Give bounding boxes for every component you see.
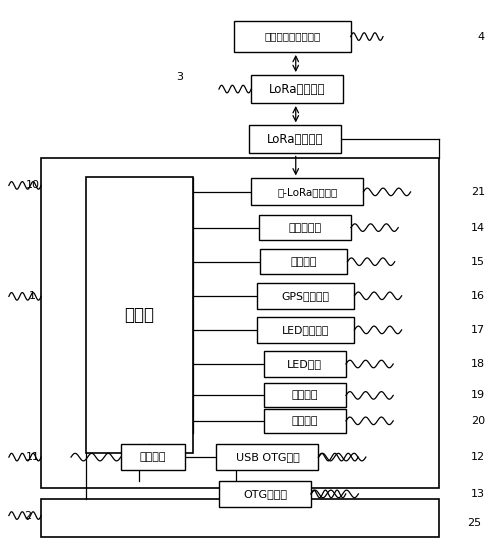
Bar bbox=[260, 249, 347, 274]
Bar bbox=[264, 409, 345, 432]
Text: LED驱动电路: LED驱动电路 bbox=[282, 325, 330, 335]
Text: 13: 13 bbox=[470, 489, 484, 499]
Text: 3: 3 bbox=[176, 72, 183, 82]
Text: 15: 15 bbox=[470, 257, 484, 267]
Text: 11: 11 bbox=[26, 452, 40, 462]
Text: 20: 20 bbox=[470, 416, 485, 426]
Bar bbox=[251, 178, 363, 206]
Bar bbox=[120, 444, 186, 470]
Text: 25: 25 bbox=[466, 517, 481, 528]
Bar bbox=[251, 75, 343, 103]
Text: 10: 10 bbox=[26, 181, 40, 190]
Text: 14: 14 bbox=[470, 222, 485, 233]
Bar bbox=[41, 158, 439, 489]
Text: 17: 17 bbox=[470, 325, 485, 335]
Text: OTG充电线: OTG充电线 bbox=[243, 489, 287, 499]
Text: 第-LoRa通讯芯片: 第-LoRa通讯芯片 bbox=[277, 187, 338, 197]
Text: 单片机: 单片机 bbox=[124, 306, 154, 324]
Bar bbox=[219, 481, 311, 506]
Text: 蓝光按键: 蓝光按键 bbox=[292, 416, 318, 426]
Bar bbox=[257, 283, 354, 308]
Bar bbox=[264, 351, 345, 377]
Text: 12: 12 bbox=[470, 452, 485, 462]
Text: 4: 4 bbox=[478, 32, 485, 41]
Bar bbox=[264, 384, 345, 407]
Text: 数据存储器: 数据存储器 bbox=[288, 222, 322, 233]
Bar bbox=[258, 215, 350, 240]
Text: 21: 21 bbox=[470, 187, 485, 197]
Bar bbox=[41, 499, 439, 537]
Text: 供电模块: 供电模块 bbox=[140, 452, 166, 462]
Text: 19: 19 bbox=[470, 391, 485, 400]
Text: LED灯泡: LED灯泡 bbox=[287, 359, 322, 369]
Bar bbox=[216, 444, 318, 470]
Text: USB OTG装置: USB OTG装置 bbox=[236, 452, 300, 462]
Text: 1: 1 bbox=[29, 292, 36, 301]
Text: 2: 2 bbox=[24, 511, 32, 521]
Text: 监测后台计算机终端: 监测后台计算机终端 bbox=[264, 32, 320, 41]
Bar bbox=[249, 125, 340, 153]
Text: 18: 18 bbox=[470, 359, 485, 369]
Text: GPS定位模块: GPS定位模块 bbox=[282, 291, 330, 301]
Text: LoRa室外网关: LoRa室外网关 bbox=[269, 83, 326, 96]
Bar bbox=[257, 317, 354, 343]
Bar bbox=[86, 177, 193, 453]
Text: 16: 16 bbox=[470, 291, 484, 301]
Bar bbox=[234, 21, 350, 52]
Text: LoRa无线网络: LoRa无线网络 bbox=[266, 133, 323, 146]
Text: 常光按键: 常光按键 bbox=[292, 391, 318, 400]
Text: 指纹模块: 指纹模块 bbox=[290, 257, 317, 267]
